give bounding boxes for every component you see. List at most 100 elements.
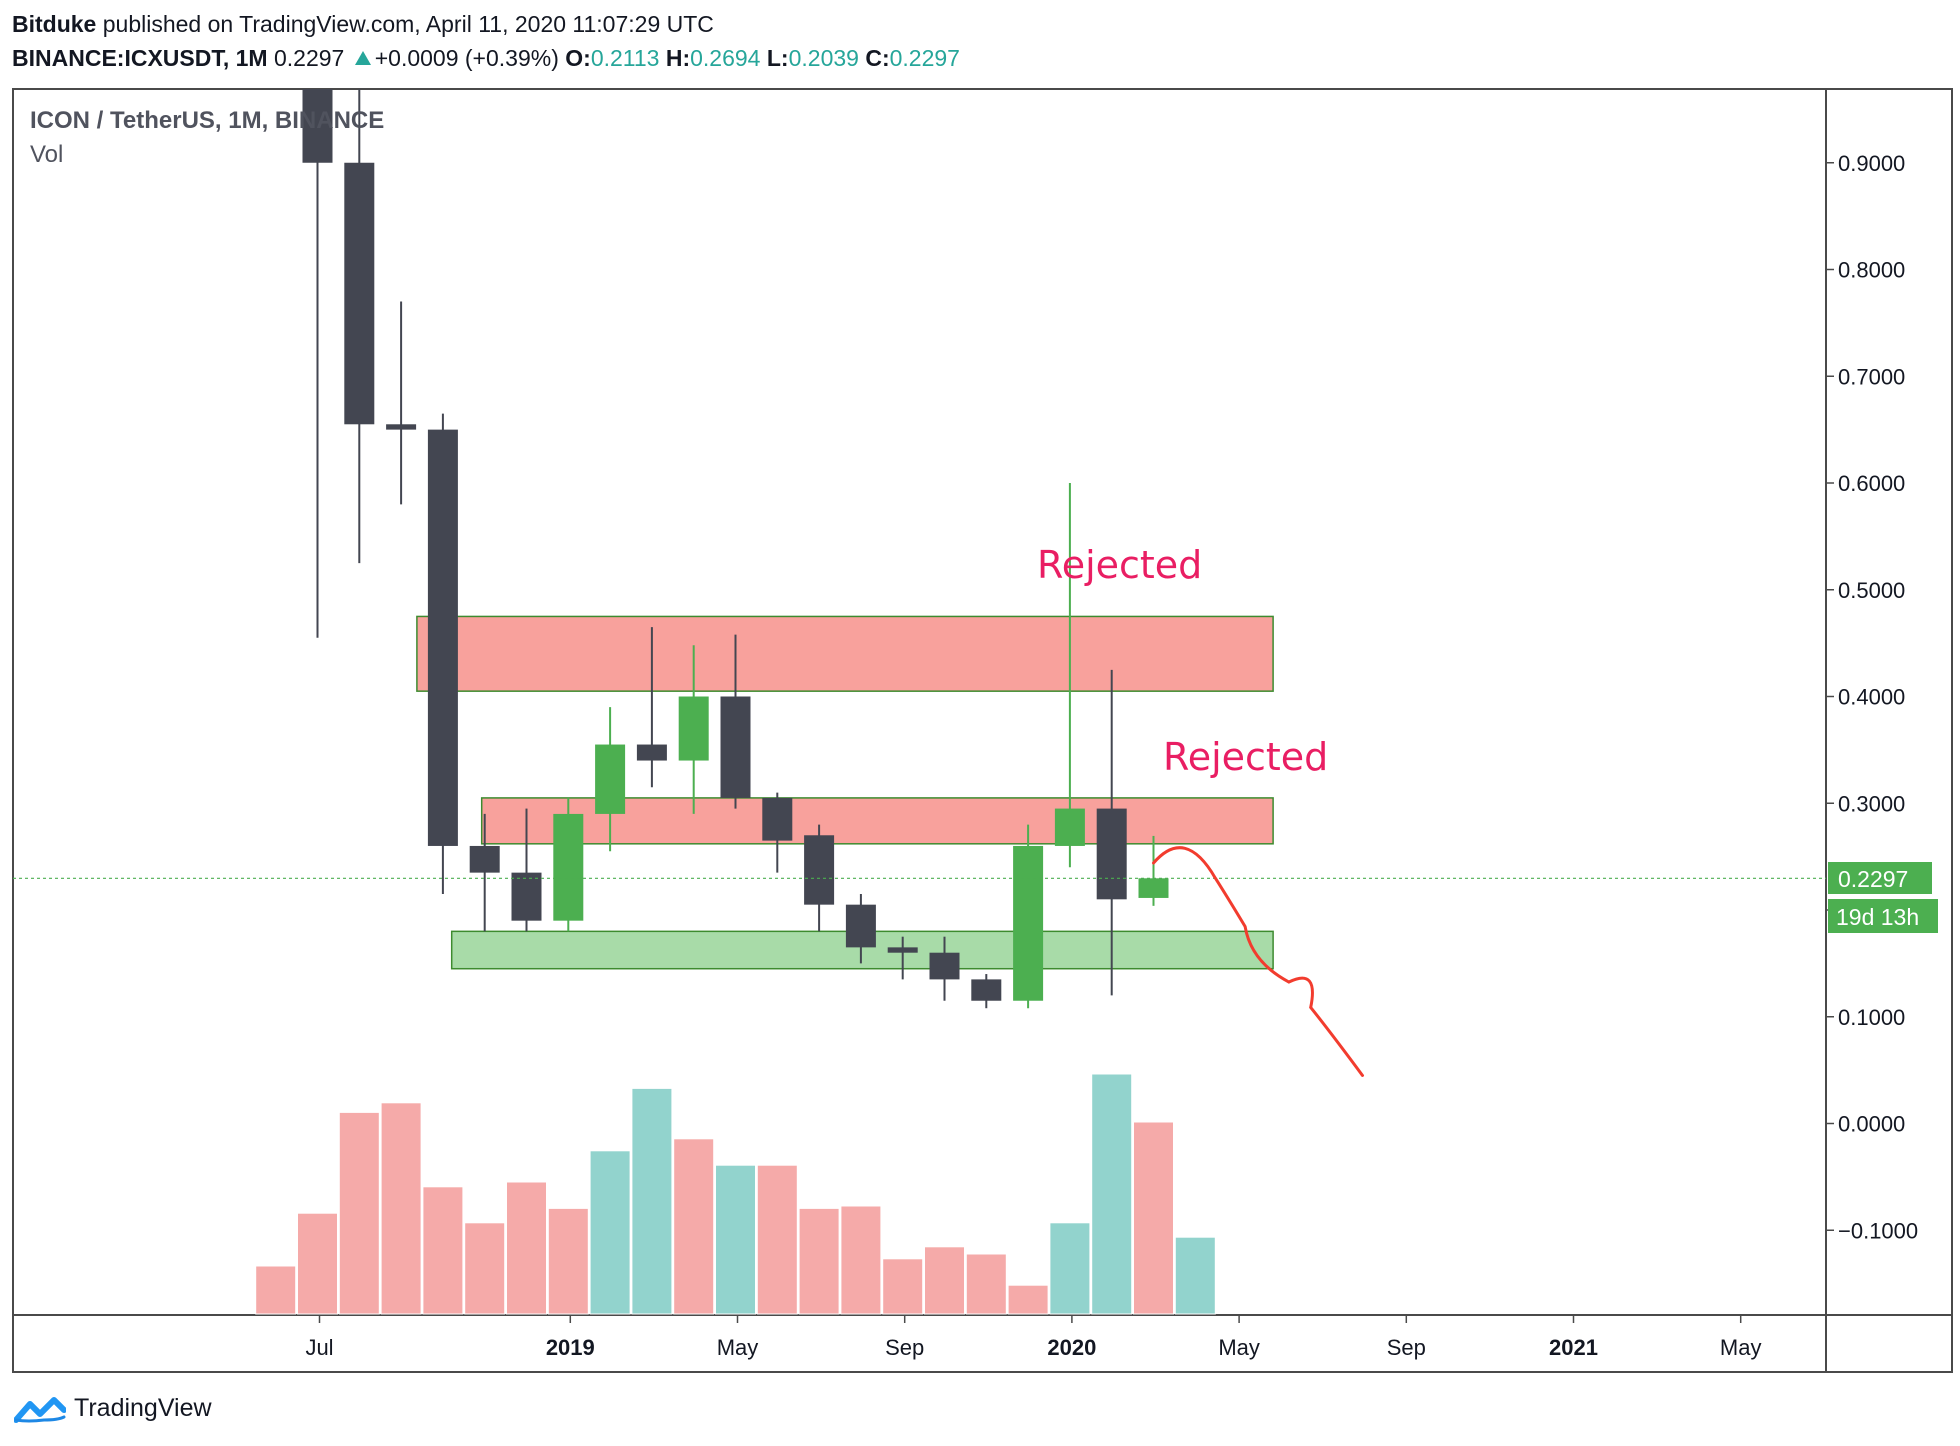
- volume-bar: [840, 1205, 882, 1315]
- volume-bar: [1174, 1236, 1216, 1315]
- candle: [720, 634, 751, 809]
- volume-bar: [547, 1207, 589, 1315]
- time-tick-label: Sep: [1387, 1335, 1426, 1360]
- volume-bar: [924, 1246, 965, 1315]
- volume-bar: [380, 1102, 422, 1315]
- price-tick-label: 0.7000: [1838, 364, 1905, 389]
- candle: [386, 301, 417, 505]
- publish-line: Bitduke published on TradingView.com, Ap…: [12, 8, 960, 40]
- volume-bar: [882, 1258, 924, 1315]
- price-change: +0.0009 (+0.39%): [374, 45, 559, 71]
- volume-bar: [338, 1111, 380, 1315]
- candle: [887, 936, 918, 980]
- time-tick-label: 2019: [546, 1335, 595, 1360]
- volume-bar: [422, 1186, 464, 1315]
- time-tick-label: Sep: [885, 1335, 924, 1360]
- ohlc-line: BINANCE:ICXUSDT, 1M 0.2297 +0.0009 (+0.3…: [12, 42, 960, 74]
- candle-body: [427, 429, 458, 846]
- low-label: L:: [766, 45, 789, 71]
- candle-body: [1054, 808, 1085, 846]
- price-tick-label: 0.5000: [1838, 578, 1905, 603]
- candle-body: [344, 162, 375, 425]
- candle-body: [595, 744, 626, 814]
- volume-bar: [756, 1164, 798, 1315]
- candle-body: [887, 947, 918, 953]
- volume-bar: [1007, 1284, 1049, 1315]
- volume-bar: [965, 1253, 1007, 1315]
- candle-body: [553, 813, 584, 921]
- price-tag-value: 0.2297: [1838, 866, 1908, 892]
- candle-body: [636, 744, 667, 761]
- rejected-label-2[interactable]: Rejected: [1163, 735, 1328, 779]
- candle: [595, 707, 626, 852]
- time-tick-label: Jul: [305, 1335, 333, 1360]
- candles: [302, 89, 1169, 1009]
- price-tag: 0.2297 19d 13h: [1828, 862, 1938, 933]
- close-label: C:: [865, 45, 890, 71]
- volume-bar: [464, 1222, 506, 1315]
- candle-body: [804, 835, 835, 905]
- low-value: 0.2039: [788, 45, 859, 71]
- zones: [416, 615, 1274, 970]
- footer: TradingView: [14, 1393, 212, 1423]
- candle-body: [511, 872, 542, 921]
- volume-bar: [506, 1181, 547, 1315]
- candle: [1013, 824, 1044, 1009]
- chart-header: Bitduke published on TradingView.com, Ap…: [12, 8, 960, 74]
- resistance-zone: [416, 615, 1274, 692]
- symbol-label: BINANCE:ICXUSDT, 1M: [12, 45, 268, 71]
- candle-body: [469, 845, 500, 873]
- price-tick-label: 0.6000: [1838, 471, 1905, 496]
- last-price: 0.2297: [273, 45, 345, 71]
- candle: [1054, 483, 1085, 868]
- up-arrow-icon: [354, 51, 371, 65]
- time-tick-label: 2021: [1549, 1335, 1598, 1360]
- candle-body: [678, 696, 709, 761]
- candle-body: [1096, 808, 1127, 900]
- volume-bar: [255, 1265, 297, 1315]
- chart-frame: [12, 88, 1953, 1373]
- countdown-bg: [1828, 899, 1938, 933]
- price-tick-label: 0.9000: [1838, 151, 1905, 176]
- candle: [762, 792, 793, 873]
- high-label: H:: [665, 45, 691, 71]
- candle-body: [762, 797, 793, 841]
- author-name[interactable]: Bitduke: [12, 11, 97, 37]
- candle-body: [1138, 878, 1169, 898]
- candle: [344, 89, 375, 564]
- time-tick-label: 2020: [1047, 1335, 1096, 1360]
- open-value: 0.2113: [590, 45, 660, 71]
- open-label: O:: [565, 45, 591, 71]
- candle: [511, 808, 542, 932]
- volume-bar: [1091, 1073, 1133, 1315]
- time-tick-label: May: [1720, 1335, 1762, 1360]
- candle: [469, 813, 500, 932]
- close-value: 0.2297: [889, 45, 960, 71]
- candle-body: [1013, 845, 1044, 1001]
- high-value: 0.2694: [690, 45, 761, 71]
- price-tick-label: −0.1000: [1838, 1218, 1918, 1243]
- volume-bar: [798, 1207, 840, 1315]
- price-tick-label: 0.4000: [1838, 685, 1905, 710]
- projection-path: [1152, 846, 1364, 1077]
- brand-name: TradingView: [74, 1393, 212, 1422]
- axes: 0.9000 0.8000 0.7000 0.6000 0.5000 0.4000 0.30…: [305, 151, 1918, 1360]
- rejected-label-1[interactable]: Rejected: [1037, 543, 1202, 587]
- candle: [929, 936, 960, 1001]
- time-tick-label: May: [717, 1335, 759, 1360]
- candle: [1138, 835, 1169, 906]
- price-tag-bg: [1828, 862, 1932, 894]
- tradingview-logo-icon[interactable]: [14, 1393, 66, 1423]
- candle: [302, 89, 333, 638]
- candle: [971, 974, 1002, 1009]
- candle: [427, 413, 458, 894]
- candle: [804, 824, 835, 932]
- legend-title: ICON / TetherUS, 1M, BINANCE: [30, 107, 384, 134]
- price-tick-label: 0.3000: [1838, 791, 1905, 816]
- countdown-value: 19d 13h: [1836, 904, 1919, 930]
- volume-bar: [589, 1150, 631, 1315]
- candle-body: [845, 904, 876, 948]
- resistance-zone: [480, 797, 1274, 845]
- candle-body: [720, 696, 751, 798]
